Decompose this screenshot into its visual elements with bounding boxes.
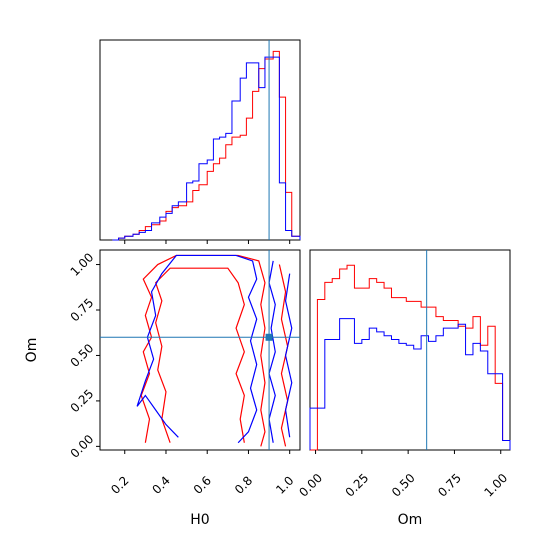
om-histogram-series-1: [309, 318, 511, 450]
contour-x-tick-label-0: 0.2: [108, 473, 131, 496]
h0-histogram-series-0: [112, 50, 301, 241]
contour-x-tick-label-3: 0.8: [232, 473, 255, 496]
contour-panel: 0.2 0.4 0.6 0.8 1.0 0.000.250.500.751.00 H0 …: [24, 249, 301, 528]
h0-histogram-panel: [99, 39, 301, 244]
om-histogram-panel: 0.00 0.25 0.50 0.75 1.00 Om: [296, 249, 511, 528]
contour-y-tick-label-2: 0.50: [68, 341, 97, 370]
h0-histogram-series-1: [112, 56, 301, 241]
contour-y-ticks: 0.00 0.25 0.50 0.75 1.00: [68, 250, 100, 461]
contour-frame: [99, 249, 301, 451]
contour-series-0-path-0: [140, 254, 266, 447]
om-histogram-frame: [309, 249, 511, 451]
contour-lines: [136, 254, 293, 447]
contour-series-1-path-1: [268, 260, 276, 443]
om-histogram-series: [309, 264, 511, 451]
contour-y-tick-label-4: 1.00: [68, 250, 97, 279]
om-x-tick-label-0: 0.00: [296, 471, 325, 500]
contour-x-tick-label-4: 1.0: [273, 473, 296, 496]
y-axis-label-om: Om: [24, 338, 40, 363]
om-histogram-series-0: [310, 264, 511, 451]
contour-x-tick-label-1: 0.4: [149, 473, 172, 496]
contour-series-0-path-1: [154, 267, 245, 443]
contour-x-ticks: 0.2 0.4 0.6 0.8 1.0: [108, 450, 297, 497]
om-x-ticks: 0.00 0.25 0.50 0.75 1.00: [296, 450, 510, 500]
om-x-tick-label-3: 0.75: [435, 471, 464, 500]
contour-series-1-path-0: [136, 254, 258, 444]
om-x-tick-label-1: 0.25: [343, 471, 372, 500]
contour-series: [136, 254, 293, 447]
x-axis-label-om: Om: [398, 512, 423, 528]
om-x-tick-label-4: 1.00: [482, 471, 511, 500]
contour-y-tick-label-1: 0.25: [68, 387, 97, 416]
x-axis-label-h0: H0: [190, 512, 209, 528]
contour-y-tick-label-0: 0.00: [68, 432, 97, 461]
truth-point-marker: [265, 333, 273, 341]
h0-histogram-series: [112, 50, 301, 241]
om-x-tick-label-2: 0.50: [389, 471, 418, 500]
h0-histogram-ticks: [124, 240, 291, 244]
contour-series-0-path-2: [278, 264, 289, 447]
contour-series-1-path-2: [284, 273, 293, 438]
h0-histogram-frame: [99, 39, 301, 241]
contour-x-tick-label-2: 0.6: [191, 473, 214, 496]
contour-y-tick-label-3: 0.75: [68, 296, 97, 325]
